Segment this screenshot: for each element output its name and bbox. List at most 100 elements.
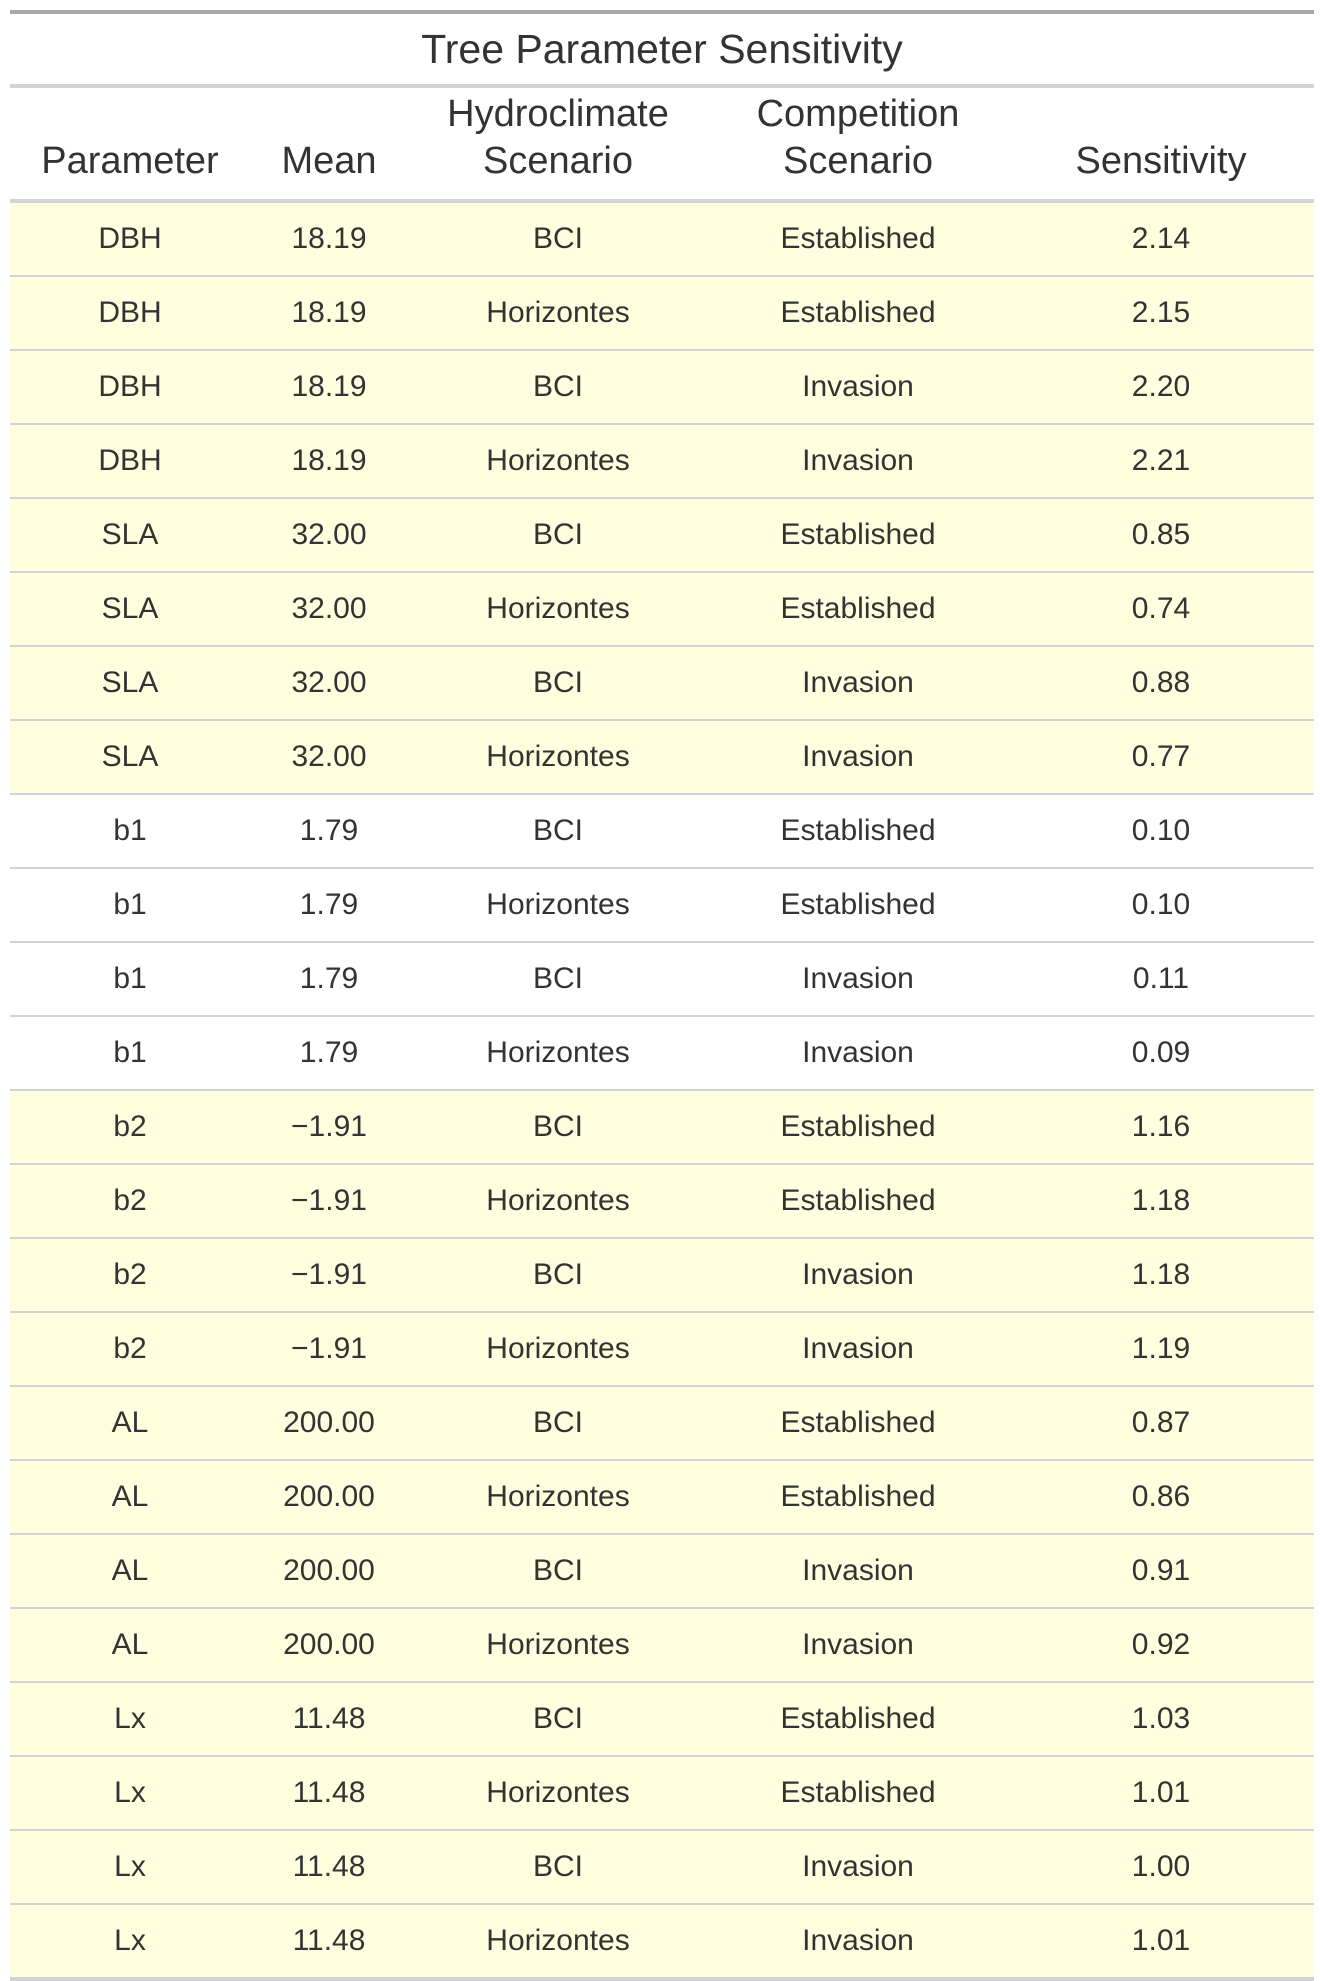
cell-parameter: SLA	[10, 497, 250, 572]
cell-parameter: DBH	[10, 423, 250, 498]
column-header-label: Parameter	[41, 140, 219, 182]
cell-parameter: b1	[10, 793, 250, 868]
table-row: DBH 18.19 Horizontes Established 2.15	[10, 275, 1314, 350]
sensitivity-table-container: Tree Parameter Sensitivity Parameter Mea…	[10, 10, 1314, 1981]
cell-parameter: Lx	[10, 1903, 250, 1981]
cell-parameter: b2	[10, 1163, 250, 1238]
cell-sensitivity: 2.20	[1008, 349, 1314, 424]
cell-competition: Established	[708, 497, 1008, 572]
cell-competition: Established	[708, 793, 1008, 868]
cell-hydroclimate: Horizontes	[408, 1311, 708, 1386]
table-row: AL 200.00 BCI Invasion 0.91	[10, 1533, 1314, 1608]
cell-mean: 1.79	[250, 1015, 408, 1090]
table-header: Parameter Mean Hydroclimate Scenario Comp…	[10, 88, 1314, 203]
cell-sensitivity: 1.01	[1008, 1755, 1314, 1830]
cell-hydroclimate: BCI	[408, 793, 708, 868]
table-row: b2 −1.91 BCI Established 1.16	[10, 1089, 1314, 1164]
cell-parameter: Lx	[10, 1755, 250, 1830]
cell-hydroclimate: BCI	[408, 645, 708, 720]
table-row: b1 1.79 Horizontes Established 0.10	[10, 867, 1314, 942]
cell-hydroclimate: Horizontes	[408, 571, 708, 646]
cell-parameter: b2	[10, 1089, 250, 1164]
cell-parameter: AL	[10, 1385, 250, 1460]
cell-competition: Invasion	[708, 1829, 1008, 1904]
cell-sensitivity: 1.19	[1008, 1311, 1314, 1386]
cell-mean: 11.48	[250, 1755, 408, 1830]
cell-competition: Established	[708, 201, 1008, 276]
cell-competition: Invasion	[708, 941, 1008, 1016]
cell-sensitivity: 0.87	[1008, 1385, 1314, 1460]
cell-competition: Established	[708, 1385, 1008, 1460]
cell-competition: Invasion	[708, 1533, 1008, 1608]
cell-parameter: DBH	[10, 201, 250, 276]
table-row: Lx 11.48 BCI Invasion 1.00	[10, 1829, 1314, 1904]
cell-hydroclimate: Horizontes	[408, 275, 708, 350]
cell-mean: 18.19	[250, 275, 408, 350]
cell-hydroclimate: Horizontes	[408, 1607, 708, 1682]
cell-mean: 18.19	[250, 201, 408, 276]
cell-competition: Invasion	[708, 1903, 1008, 1981]
cell-mean: −1.91	[250, 1311, 408, 1386]
cell-mean: −1.91	[250, 1237, 408, 1312]
column-header-label: Mean	[281, 140, 377, 182]
cell-sensitivity: 1.03	[1008, 1681, 1314, 1756]
cell-mean: 200.00	[250, 1607, 408, 1682]
table-body: DBH 18.19 BCI Established 2.14 DBH 18.19 Horizo…	[10, 201, 1314, 1981]
cell-sensitivity: 1.00	[1008, 1829, 1314, 1904]
column-header-parameter: Parameter	[10, 88, 250, 203]
cell-sensitivity: 0.74	[1008, 571, 1314, 646]
table-row: DBH 18.19 BCI Established 2.14	[10, 201, 1314, 276]
cell-sensitivity: 0.77	[1008, 719, 1314, 794]
cell-parameter: AL	[10, 1607, 250, 1682]
cell-parameter: DBH	[10, 275, 250, 350]
cell-competition: Established	[708, 1163, 1008, 1238]
cell-hydroclimate: BCI	[408, 1829, 708, 1904]
cell-mean: 18.19	[250, 423, 408, 498]
table-row: SLA 32.00 Horizontes Invasion 0.77	[10, 719, 1314, 794]
cell-hydroclimate: BCI	[408, 1533, 708, 1608]
cell-mean: 1.79	[250, 941, 408, 1016]
cell-mean: 32.00	[250, 645, 408, 720]
cell-sensitivity: 0.91	[1008, 1533, 1314, 1608]
cell-parameter: DBH	[10, 349, 250, 424]
table-row: SLA 32.00 BCI Established 0.85	[10, 497, 1314, 572]
cell-mean: 200.00	[250, 1533, 408, 1608]
cell-competition: Established	[708, 1681, 1008, 1756]
cell-competition: Invasion	[708, 1311, 1008, 1386]
table-row: b1 1.79 BCI Established 0.10	[10, 793, 1314, 868]
cell-mean: −1.91	[250, 1089, 408, 1164]
table-row: DBH 18.19 BCI Invasion 2.20	[10, 349, 1314, 424]
column-header-mean: Mean	[250, 88, 408, 203]
cell-hydroclimate: Horizontes	[408, 1459, 708, 1534]
table-row: b2 −1.91 Horizontes Invasion 1.19	[10, 1311, 1314, 1386]
cell-sensitivity: 2.21	[1008, 423, 1314, 498]
cell-hydroclimate: BCI	[408, 941, 708, 1016]
column-header-label-line1: Competition	[756, 93, 960, 135]
cell-parameter: b2	[10, 1311, 250, 1386]
cell-mean: 32.00	[250, 497, 408, 572]
table-row: AL 200.00 Horizontes Invasion 0.92	[10, 1607, 1314, 1682]
column-header-label-line2: Scenario	[783, 140, 933, 182]
cell-hydroclimate: Horizontes	[408, 719, 708, 794]
table-row: b1 1.79 Horizontes Invasion 0.09	[10, 1015, 1314, 1090]
table-row: Lx 11.48 BCI Established 1.03	[10, 1681, 1314, 1756]
cell-mean: 200.00	[250, 1385, 408, 1460]
cell-hydroclimate: BCI	[408, 497, 708, 572]
column-header-label-line2: Scenario	[483, 140, 633, 182]
cell-parameter: AL	[10, 1533, 250, 1608]
column-header-competition-scenario: Competition Scenario	[708, 88, 1008, 203]
cell-competition: Invasion	[708, 1237, 1008, 1312]
table-row: AL 200.00 BCI Established 0.87	[10, 1385, 1314, 1460]
cell-hydroclimate: BCI	[408, 1089, 708, 1164]
cell-competition: Invasion	[708, 349, 1008, 424]
cell-sensitivity: 2.15	[1008, 275, 1314, 350]
cell-hydroclimate: BCI	[408, 201, 708, 276]
cell-mean: 32.00	[250, 719, 408, 794]
cell-parameter: SLA	[10, 571, 250, 646]
cell-competition: Established	[708, 1755, 1008, 1830]
cell-parameter: b1	[10, 867, 250, 942]
cell-sensitivity: 1.18	[1008, 1163, 1314, 1238]
cell-mean: 32.00	[250, 571, 408, 646]
cell-sensitivity: 0.11	[1008, 941, 1314, 1016]
cell-hydroclimate: BCI	[408, 1385, 708, 1460]
